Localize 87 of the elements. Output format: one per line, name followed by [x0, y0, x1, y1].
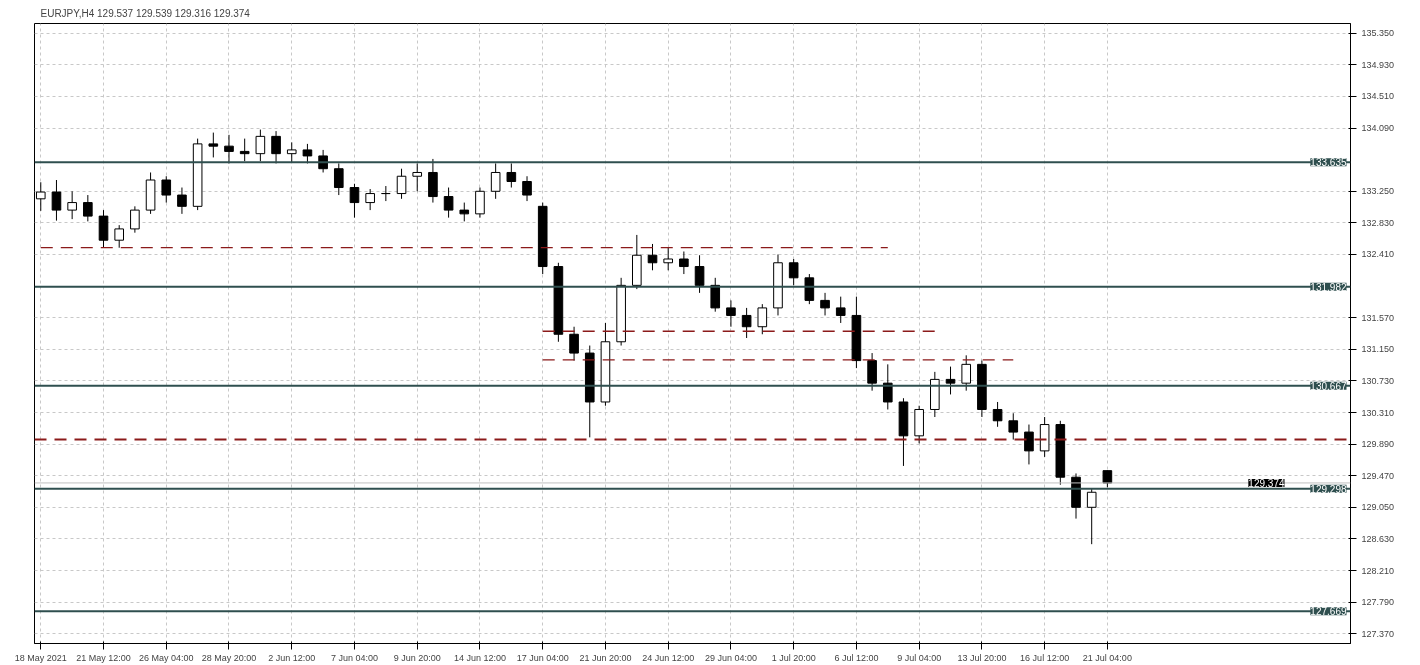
y-tick-label: 129.050	[1361, 502, 1395, 513]
x-tick-label: 24 Jun 12:00	[642, 652, 695, 663]
x-tick-label: 29 Jun 04:00	[704, 652, 757, 663]
x-tick-label: 6 Jul 12:00	[834, 652, 879, 663]
y-tick-label: 130.310	[1361, 407, 1395, 418]
y-tick-label: 127.370	[1361, 628, 1395, 639]
y-tick-label: 127.790	[1361, 597, 1395, 608]
y-tick-label: 132.830	[1361, 217, 1395, 228]
candlestick	[726, 299, 736, 328]
candlestick	[271, 130, 281, 164]
candlestick	[365, 188, 375, 211]
candlestick	[1008, 412, 1019, 441]
candlestick	[835, 296, 846, 324]
ref-line-label: 131.982	[1310, 281, 1347, 293]
x-tick-label: 21 Jun 20:00	[579, 652, 632, 663]
candlestick	[569, 326, 579, 362]
candlestick	[443, 187, 454, 219]
chart-title: EURJPY,H4 129.537 129.539 129.316 129.374	[40, 7, 251, 19]
x-tick-label: 13 Jul 20:00	[957, 652, 1007, 663]
x-tick-label: 26 May 04:00	[138, 652, 194, 663]
x-tick-label: 9 Jul 04:00	[897, 652, 942, 663]
candlestick	[820, 292, 830, 316]
candlestick	[788, 258, 799, 286]
y-tick-label: 134.510	[1361, 91, 1395, 102]
y-tick-label: 131.570	[1361, 312, 1395, 323]
y-tick-label: 131.150	[1361, 344, 1395, 355]
candlestick	[1024, 424, 1034, 465]
y-tick-label: 132.410	[1361, 249, 1395, 260]
y-tick-label: 130.730	[1361, 375, 1395, 386]
candlestick	[867, 352, 877, 392]
candlestick	[945, 366, 956, 395]
y-tick-label: 128.630	[1361, 533, 1395, 544]
candlestick	[412, 162, 423, 192]
candlestick	[51, 179, 62, 222]
candlestick	[757, 303, 768, 335]
candlestick	[506, 162, 517, 189]
candlestick	[459, 202, 470, 222]
candlestick	[224, 134, 234, 164]
candlestick	[255, 129, 266, 162]
x-tick-label: 17 Jun 04:00	[516, 652, 569, 663]
candlestick	[161, 175, 172, 204]
candlestick	[663, 247, 673, 271]
candlestick	[741, 307, 752, 339]
candlestick	[961, 354, 972, 392]
y-tick-label: 134.930	[1361, 59, 1395, 70]
candlestick	[130, 205, 140, 234]
candlestick	[475, 187, 485, 219]
candlestick	[333, 162, 344, 196]
x-tick-label: 18 May 2021	[14, 652, 67, 663]
candlestick	[67, 190, 77, 220]
ref-line-label: 133.635	[1310, 157, 1347, 169]
y-tick-label: 129.890	[1361, 439, 1395, 450]
ref-line-label: 129.374	[1248, 477, 1285, 489]
y-tick-label: 128.210	[1361, 565, 1395, 576]
candlestick	[349, 183, 360, 219]
y-tick-label: 133.250	[1361, 186, 1395, 197]
candlestick	[992, 401, 1003, 428]
candlestick	[522, 175, 532, 202]
ref-line-label: 129.298	[1310, 483, 1347, 495]
x-tick-label: 14 Jun 12:00	[453, 652, 506, 663]
y-tick-label: 134.090	[1361, 123, 1395, 134]
candlestick	[286, 141, 297, 164]
y-tick-label: 129.470	[1361, 470, 1395, 481]
ref-line-label: 127.669	[1310, 606, 1347, 618]
candlestick	[710, 277, 721, 313]
x-tick-label: 9 Jun 20:00	[393, 652, 441, 663]
candlestick	[83, 194, 93, 222]
candlestick	[208, 132, 219, 158]
x-tick-label: 21 May 12:00	[76, 652, 131, 663]
x-tick-label: 2 Jun 12:00	[268, 652, 316, 663]
candlestick	[882, 363, 893, 410]
candlestick	[694, 254, 705, 294]
y-tick-label: 135.350	[1361, 28, 1395, 39]
candlestick	[679, 250, 689, 275]
x-tick-label: 1 Jul 20:00	[771, 652, 816, 663]
x-tick-label: 21 Jul 04:00	[1082, 652, 1132, 663]
candlestick	[396, 168, 407, 200]
x-tick-label: 16 Jul 12:00	[1020, 652, 1070, 663]
x-tick-label: 7 Jun 04:00	[330, 652, 379, 663]
candlestick	[114, 224, 125, 249]
candlestick	[1086, 488, 1097, 545]
candlestick	[239, 138, 250, 162]
candlestick	[490, 162, 501, 200]
candlestick	[177, 187, 187, 215]
ref-line-label: 130.667	[1310, 380, 1347, 392]
x-tick-label: 28 May 20:00	[201, 652, 257, 663]
candlestick	[804, 273, 815, 305]
